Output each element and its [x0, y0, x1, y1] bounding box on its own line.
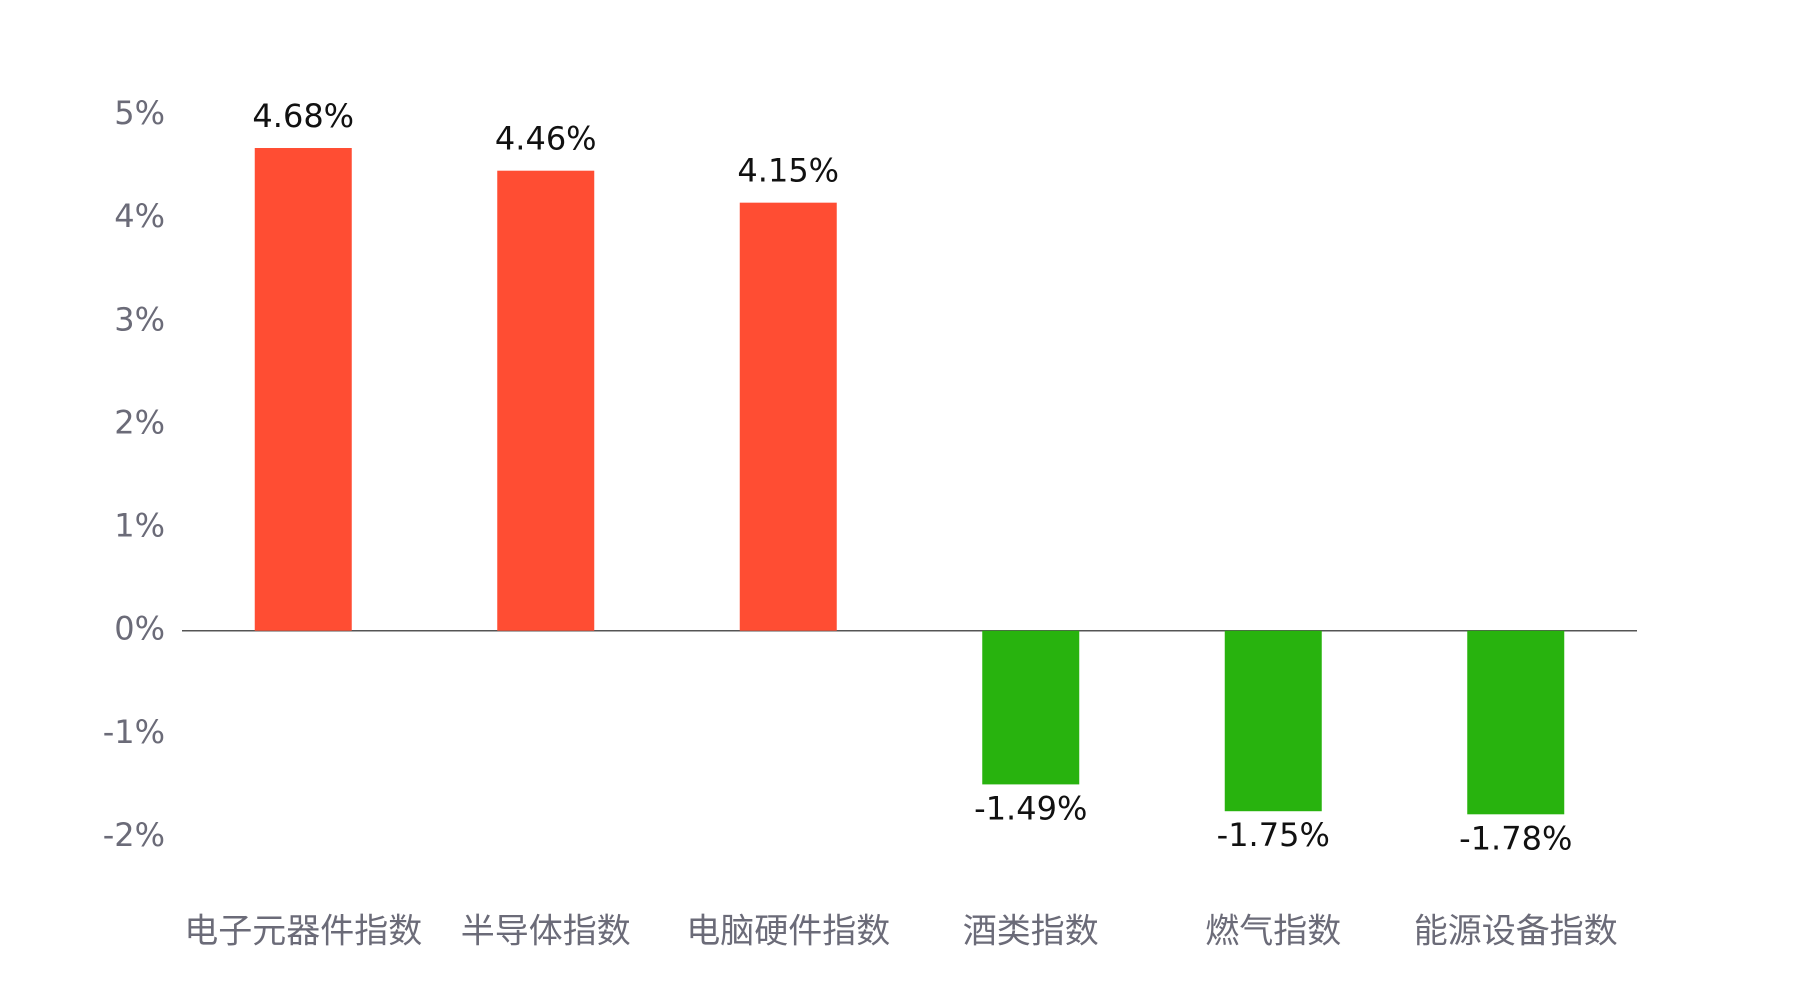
- y-tick-label: 1%: [114, 507, 165, 545]
- y-tick-label: 2%: [114, 403, 165, 441]
- x-tick-label: 能源设备指数: [1414, 912, 1618, 952]
- bar: [1467, 630, 1565, 815]
- y-tick-label: 5%: [114, 94, 165, 132]
- y-tick-label: -1%: [103, 713, 165, 751]
- value-label: -1.49%: [974, 789, 1087, 827]
- bar: [982, 630, 1080, 785]
- bar: [254, 148, 352, 631]
- x-tick-label: 酒类指数: [963, 912, 1099, 952]
- y-tick-label: 0%: [114, 610, 165, 648]
- x-tick-label: 电脑硬件指数: [686, 912, 890, 952]
- x-tick-label: 半导体指数: [461, 912, 631, 952]
- value-label: 4.46%: [495, 120, 597, 158]
- y-tick-label: -2%: [103, 816, 165, 854]
- x-tick-label: 燃气指数: [1205, 912, 1341, 952]
- value-label: -1.75%: [1217, 816, 1330, 854]
- y-tick-label: 4%: [114, 197, 165, 235]
- bar: [739, 202, 837, 631]
- value-label: -1.78%: [1459, 819, 1572, 857]
- value-label: 4.15%: [737, 152, 839, 190]
- x-tick-label: 电子元器件指数: [184, 912, 422, 952]
- bar: [1224, 630, 1322, 812]
- value-label: 4.68%: [252, 97, 354, 135]
- bar: [497, 170, 595, 631]
- y-tick-label: 3%: [114, 300, 165, 338]
